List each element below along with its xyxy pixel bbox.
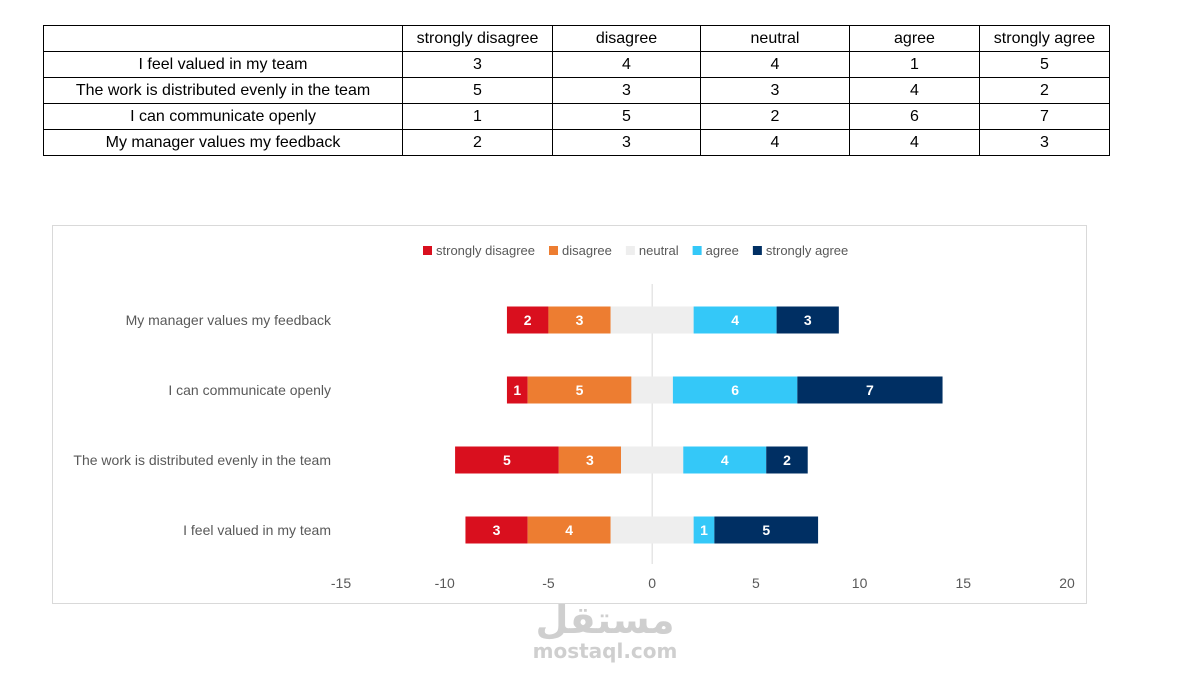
data-label: 5 — [576, 382, 584, 398]
bar-segment — [506, 376, 528, 404]
x-tick-label: 5 — [752, 575, 760, 591]
category-label: My manager values my feedback — [126, 312, 332, 328]
bar-segment — [558, 446, 622, 474]
survey-table: strongly disagree disagree neutral agree str… — [43, 25, 1110, 156]
table-cell: 5 — [402, 77, 553, 104]
legend-label: strongly agree — [766, 243, 848, 258]
legend-swatch — [423, 246, 432, 255]
legend-swatch — [692, 246, 702, 255]
table-cell: 4 — [700, 129, 850, 156]
column-header: neutral — [700, 25, 850, 52]
table-row: I feel valued in my team 3 4 4 1 5 — [43, 51, 1110, 78]
row-label: The work is distributed evenly in the te… — [43, 77, 403, 104]
table-cell: 7 — [979, 103, 1110, 130]
data-label: 3 — [804, 312, 812, 328]
data-label: 3 — [576, 312, 584, 328]
table-cell: 1 — [402, 103, 553, 130]
x-tick-label: -10 — [435, 575, 455, 591]
bar-segment — [631, 376, 673, 404]
bar-segment — [548, 306, 611, 334]
row-label: I feel valued in my team — [43, 51, 403, 78]
legend-label: strongly disagree — [436, 243, 535, 258]
data-label: 1 — [513, 382, 521, 398]
data-label: 2 — [783, 452, 791, 468]
x-tick-label: 10 — [852, 575, 868, 591]
table-header-row: strongly disagree disagree neutral agree str… — [43, 25, 1110, 52]
bar-segment — [527, 376, 632, 404]
data-label: 5 — [762, 522, 770, 538]
table-cell: 4 — [849, 77, 980, 104]
bar-segment — [714, 516, 819, 544]
category-label: I feel valued in my team — [183, 522, 331, 538]
bar-segment — [693, 306, 777, 334]
bar-segment — [693, 516, 715, 544]
table-cell: 4 — [849, 129, 980, 156]
legend-label: agree — [706, 243, 739, 258]
data-label: 6 — [731, 382, 739, 398]
data-label: 1 — [700, 522, 708, 538]
x-tick-label: 20 — [1059, 575, 1075, 591]
table-cell: 3 — [552, 77, 701, 104]
legend-swatch — [549, 246, 558, 255]
bar-segment — [766, 446, 808, 474]
data-label: 7 — [866, 382, 874, 398]
legend-swatch — [625, 246, 635, 255]
bar-segment — [683, 446, 767, 474]
bar-segment — [797, 376, 943, 404]
legend-label: disagree — [562, 243, 612, 258]
legend-label: neutral — [639, 243, 679, 258]
bar-segment — [621, 446, 684, 474]
table-cell: 4 — [552, 51, 701, 78]
watermark-arabic: مستقل — [535, 598, 675, 642]
bar-segment — [455, 446, 559, 474]
column-header: strongly agree — [979, 25, 1110, 52]
legend-swatch — [752, 246, 762, 255]
data-label: 4 — [731, 312, 739, 328]
column-header: strongly disagree — [402, 25, 553, 52]
data-label: 2 — [524, 312, 532, 328]
table-row: I can communicate openly 1 5 2 6 7 — [43, 103, 1110, 130]
chart-area: strongly disagree disagree neutral agree str… — [52, 225, 1087, 604]
table-row: The work is distributed evenly in the te… — [43, 77, 1110, 104]
bar-segment — [527, 516, 611, 544]
data-label: 4 — [565, 522, 573, 538]
table-cell: 2 — [402, 129, 553, 156]
bar-segment — [465, 516, 528, 544]
category-label: I can communicate openly — [168, 382, 331, 398]
table-cell: 3 — [979, 129, 1110, 156]
bar-segment — [776, 306, 839, 334]
category-label: The work is distributed evenly in the te… — [73, 452, 331, 468]
table-cell: 1 — [849, 51, 980, 78]
data-label: 4 — [721, 452, 729, 468]
table-cell: 6 — [849, 103, 980, 130]
table-cell: 2 — [979, 77, 1110, 104]
watermark-latin: mostaql.com — [532, 639, 678, 663]
table-cell: 5 — [979, 51, 1110, 78]
table-row: My manager values my feedback 2 3 4 4 3 — [43, 129, 1110, 156]
x-tick-label: 15 — [955, 575, 971, 591]
bar-segment — [610, 516, 694, 544]
table-cell: 5 — [552, 103, 701, 130]
row-label: My manager values my feedback — [43, 129, 403, 156]
table-cell: 3 — [700, 77, 850, 104]
bar-segment — [506, 306, 549, 334]
table-cell: 2 — [700, 103, 850, 130]
data-label: 3 — [586, 452, 594, 468]
x-tick-label: -5 — [542, 575, 555, 591]
column-header: agree — [849, 25, 980, 52]
data-label: 3 — [493, 522, 501, 538]
data-label: 5 — [503, 452, 511, 468]
column-header — [43, 25, 403, 52]
column-header: disagree — [552, 25, 701, 52]
row-label: I can communicate openly — [43, 103, 403, 130]
diverging-bar-chart: strongly disagree disagree neutral agree str… — [73, 243, 1075, 591]
x-tick-label: -15 — [331, 575, 351, 591]
bar-segment — [672, 376, 798, 404]
bar-segment — [610, 306, 694, 334]
watermark-logo: مستقل mostaql.com — [520, 600, 690, 662]
table-cell: 3 — [402, 51, 553, 78]
table-cell: 3 — [552, 129, 701, 156]
x-tick-label: 0 — [648, 575, 656, 591]
table-cell: 4 — [700, 51, 850, 78]
